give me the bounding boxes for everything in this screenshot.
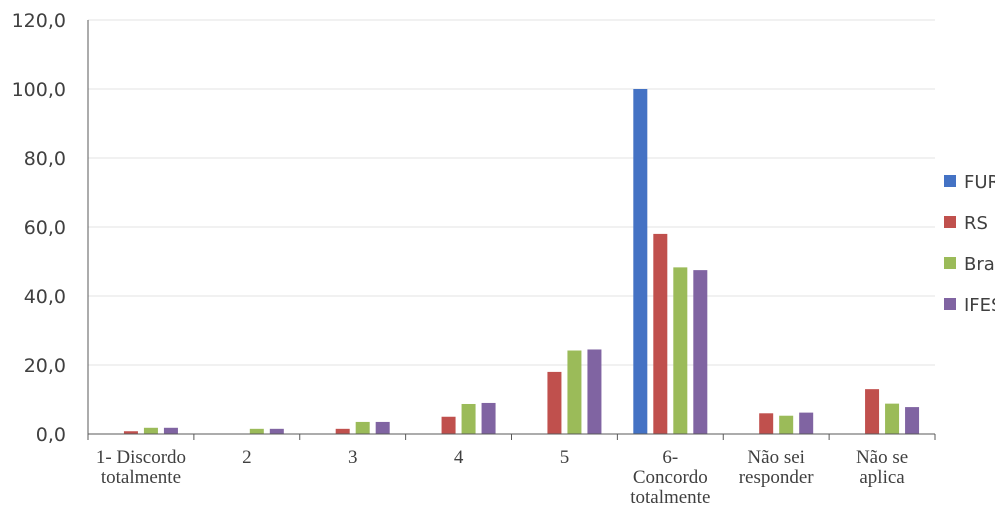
gridlines — [88, 19, 935, 366]
legend: FURG RS Brasil IFES — [944, 172, 995, 316]
bar-ifes-7 — [799, 412, 814, 434]
legend-swatch-rs — [944, 216, 956, 228]
bar-ifes-6 — [693, 270, 708, 434]
bar-brasil-2 — [249, 428, 264, 434]
x-tick-label: 4 — [454, 447, 464, 468]
bar-rs-3 — [335, 428, 350, 434]
legend-label-rs: RS — [964, 213, 988, 234]
x-tick-label: Não se aplica — [856, 447, 908, 488]
bar-ifes-4 — [481, 402, 496, 434]
bar-brasil-6 — [673, 267, 688, 434]
bar-brasil-1 — [143, 427, 158, 434]
bar-rs-1 — [123, 431, 138, 434]
x-tick-label: 5 — [560, 447, 570, 468]
bar-ifes-1 — [163, 427, 178, 434]
y-tick-label: 120,0 — [12, 10, 66, 32]
bar-rs-5 — [547, 371, 562, 434]
bar-brasil-3 — [355, 421, 370, 434]
bar-rs-7 — [759, 413, 774, 434]
y-tick-label: 0,0 — [36, 424, 66, 446]
y-tick-label: 60,0 — [24, 217, 66, 239]
y-tick-label: 100,0 — [12, 79, 66, 101]
x-axis: 1- Discordo totalmente 2 3 4 5 6-Concordo total… — [87, 433, 936, 508]
y-axis: 0,0 20,0 40,0 60,0 80,0 100,0 120,0 — [12, 10, 89, 446]
bar-furg-6 — [633, 89, 648, 434]
y-tick-label: 40,0 — [24, 286, 66, 308]
legend-swatch-brasil — [944, 257, 956, 269]
x-tick-label: 2 — [242, 447, 252, 468]
legend-label-brasil: Brasil — [964, 254, 995, 275]
bar-brasil-5 — [567, 350, 582, 434]
legend-label-ifes: IFES — [964, 295, 995, 316]
x-tick-label: 3 — [348, 447, 358, 468]
bar-ifes-2 — [269, 428, 284, 434]
bar-rs-6 — [653, 233, 668, 434]
bar-ifes-5 — [587, 349, 602, 434]
bar-ifes-3 — [375, 421, 390, 434]
x-tick-label: Não sei responder — [739, 447, 815, 488]
y-tick-label: 20,0 — [24, 355, 66, 377]
bar-brasil-4 — [461, 403, 476, 434]
legend-swatch-furg — [944, 175, 956, 187]
x-tick-label: 6-Concordo totalmente — [630, 447, 710, 508]
bar-brasil-8 — [885, 403, 900, 434]
x-tick-label: 1- Discordo totalmente — [96, 447, 186, 488]
legend-swatch-ifes — [944, 298, 956, 310]
bar-ifes-8 — [905, 407, 920, 434]
legend-label-furg: FURG — [964, 172, 995, 193]
bar-rs-4 — [441, 416, 456, 434]
bars — [123, 89, 920, 434]
bar-brasil-7 — [779, 415, 794, 434]
bar-rs-8 — [865, 389, 880, 434]
y-tick-label: 80,0 — [24, 148, 66, 170]
